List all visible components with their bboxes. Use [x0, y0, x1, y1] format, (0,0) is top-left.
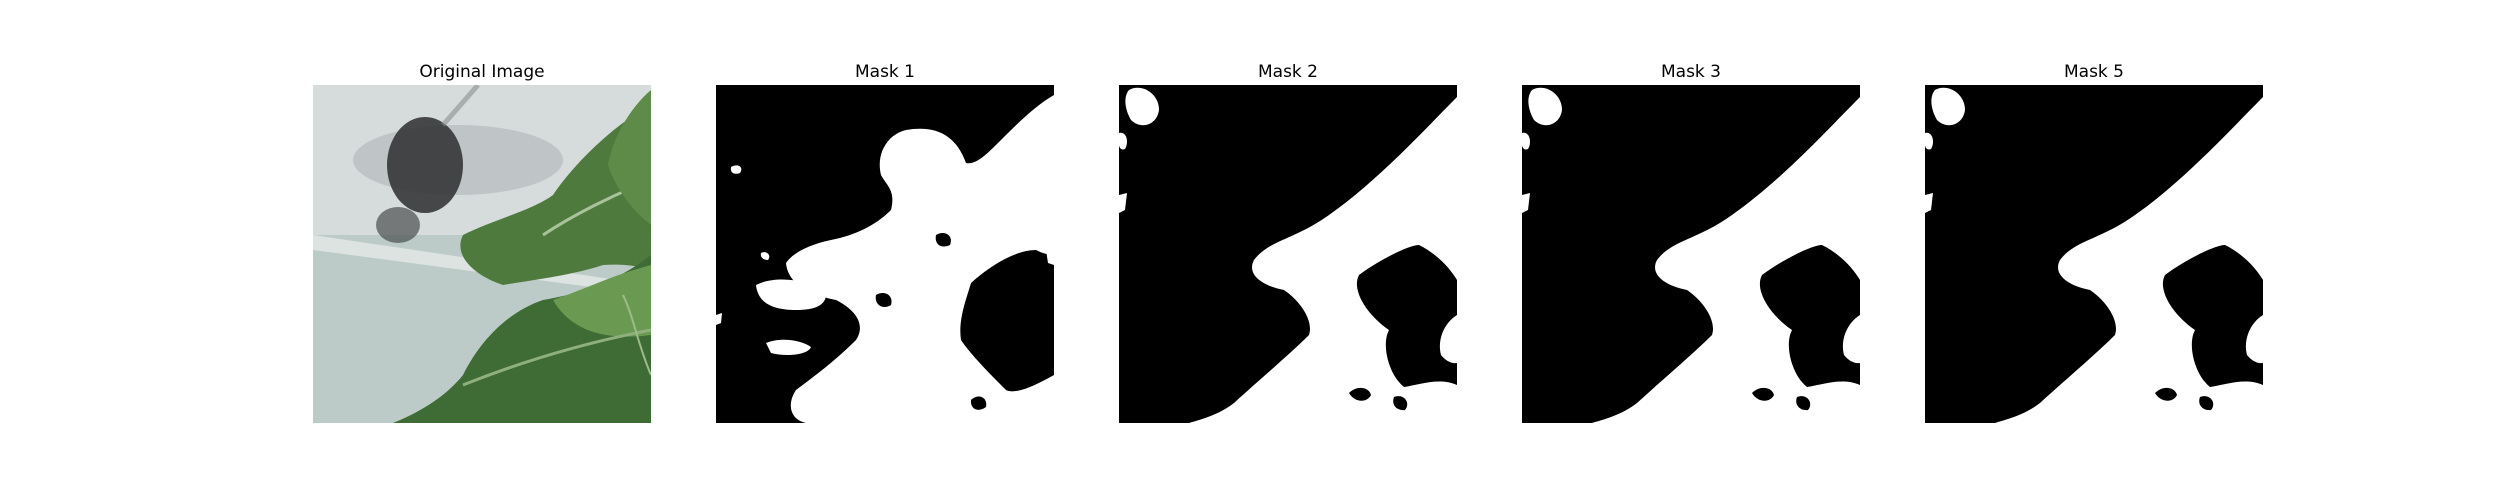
panel-title: Original Image: [419, 62, 545, 82]
mask-1-image: [716, 85, 1054, 423]
original-image-panel: Original Image: [313, 60, 651, 423]
panel-title: Mask 1: [854, 62, 915, 82]
panel-title: Mask 3: [1660, 62, 1721, 82]
original-image: [313, 85, 651, 423]
panel-title: Mask 2: [1257, 62, 1318, 82]
panel-title: Mask 5: [2063, 62, 2124, 82]
mask-1-panel: Mask 1: [716, 60, 1054, 423]
mask-2-image: [1119, 85, 1457, 423]
mask-3-image: [1522, 85, 1860, 423]
mask-2-panel: Mask 2: [1119, 60, 1457, 423]
mask-5-image: [1925, 85, 2263, 423]
mask-3-panel: Mask 3: [1522, 60, 1860, 423]
mask-5-panel: Mask 5: [1925, 60, 2263, 423]
